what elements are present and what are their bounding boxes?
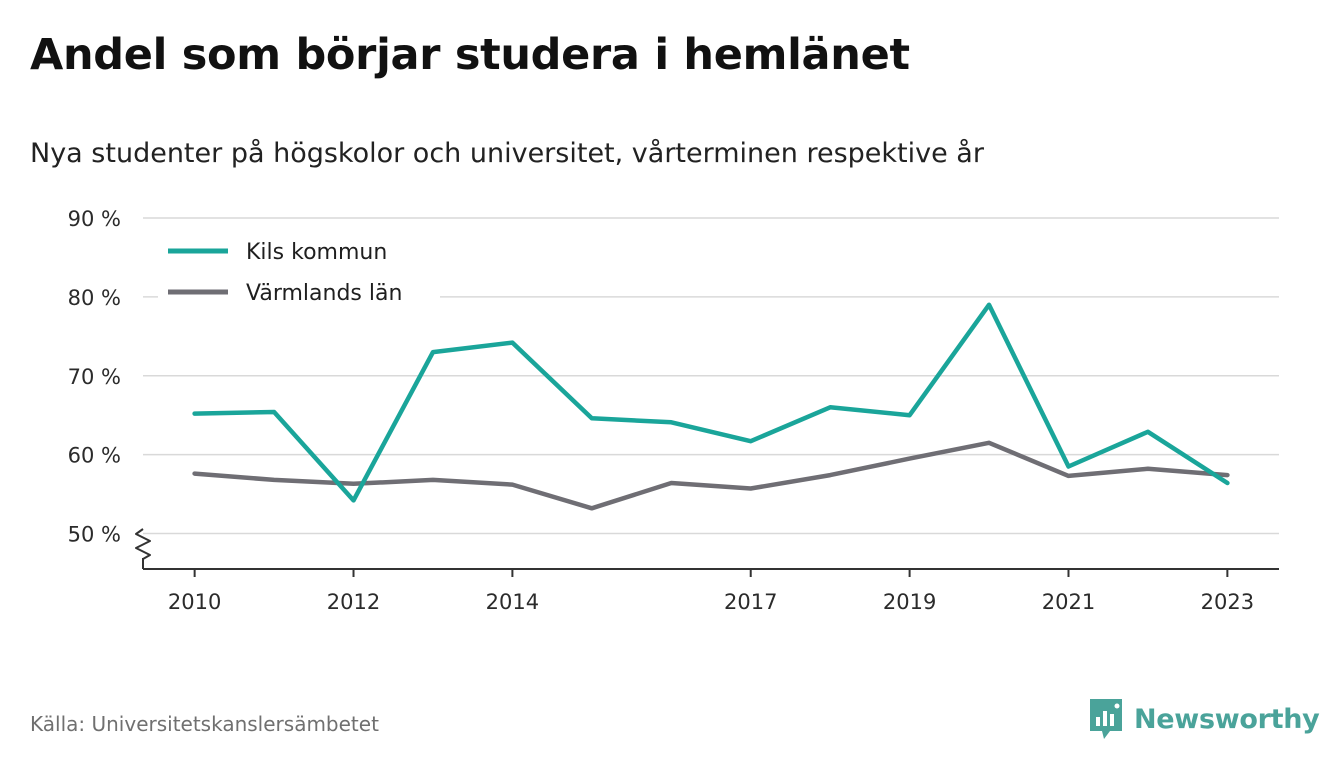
legend-background xyxy=(158,230,440,320)
axis-break-icon xyxy=(135,528,151,560)
x-tick-label: 2021 xyxy=(1042,590,1095,614)
series-line-kils xyxy=(192,302,1230,503)
chart-title: Andel som börjar studera i hemlänet xyxy=(30,30,910,80)
y-tick-label: 70 % xyxy=(68,365,121,389)
x-tick-label: 2010 xyxy=(168,590,221,614)
newsworthy-logo-icon xyxy=(1090,699,1122,739)
y-tick-label: 80 % xyxy=(68,286,121,310)
x-tick-label: 2023 xyxy=(1201,590,1254,614)
brand-logo[interactable]: Newsworthy xyxy=(1088,697,1320,741)
y-tick-label: 50 % xyxy=(68,523,121,547)
y-tick-label: 90 % xyxy=(68,207,121,231)
series-lines xyxy=(192,302,1230,511)
y-axis-tick-labels: 50 % 60 % 70 % 80 % 90 % xyxy=(68,207,121,547)
legend: Kils kommun Värmlands län xyxy=(158,230,440,320)
x-tick-label: 2012 xyxy=(327,590,380,614)
x-tick-label: 2014 xyxy=(486,590,539,614)
brand-name: Newsworthy xyxy=(1134,703,1320,735)
axes xyxy=(135,528,1279,570)
source-note: Källa: Universitetskanslersämbetet xyxy=(30,712,379,736)
legend-label-varmland: Värmlands län xyxy=(246,281,402,306)
legend-label-kils: Kils kommun xyxy=(246,240,387,265)
chart-subtitle: Nya studenter på högskolor och universit… xyxy=(30,138,984,169)
series-line-varmland xyxy=(192,440,1230,511)
x-tick-label: 2017 xyxy=(724,590,777,614)
line-chart: 50 %60 %70 %80 %90 % 2010 2012 2014 2017 201… xyxy=(68,207,1279,614)
y-tick-label: 60 % xyxy=(68,444,121,468)
x-axis-tick-labels: 2010 2012 2014 2017 2019 2021 2023 xyxy=(168,569,1254,614)
x-tick-label: 2019 xyxy=(883,590,936,614)
